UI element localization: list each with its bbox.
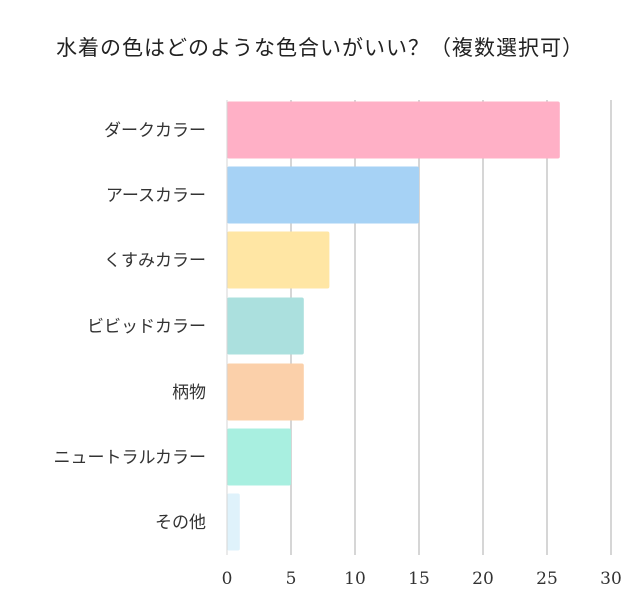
category-label: くすみカラー [104,251,206,271]
x-tick-label: 0 [222,569,233,589]
x-tick-label: 15 [408,569,430,589]
bar [227,428,291,486]
category-label: アースカラー [106,186,206,206]
category-label: ビビッドカラー [87,317,206,337]
x-tick-label: 10 [344,569,366,589]
bar [227,101,560,159]
chart-title: 水着の色はどのような色合いがいい？（複数選択可） [56,36,584,60]
bar [227,231,330,289]
category-label: その他 [155,513,206,533]
bar [227,166,419,224]
category-label: ダークカラー [104,121,206,141]
x-tick-label: 20 [472,569,494,589]
x-tick-label: 25 [536,569,558,589]
bar [227,297,304,355]
x-tick-label: 5 [286,569,297,589]
x-tick-label: 30 [600,569,622,589]
category-label: 柄物 [172,383,206,403]
bar [227,493,240,551]
category-label: ニュートラルカラー [54,448,207,468]
bar [227,363,304,421]
